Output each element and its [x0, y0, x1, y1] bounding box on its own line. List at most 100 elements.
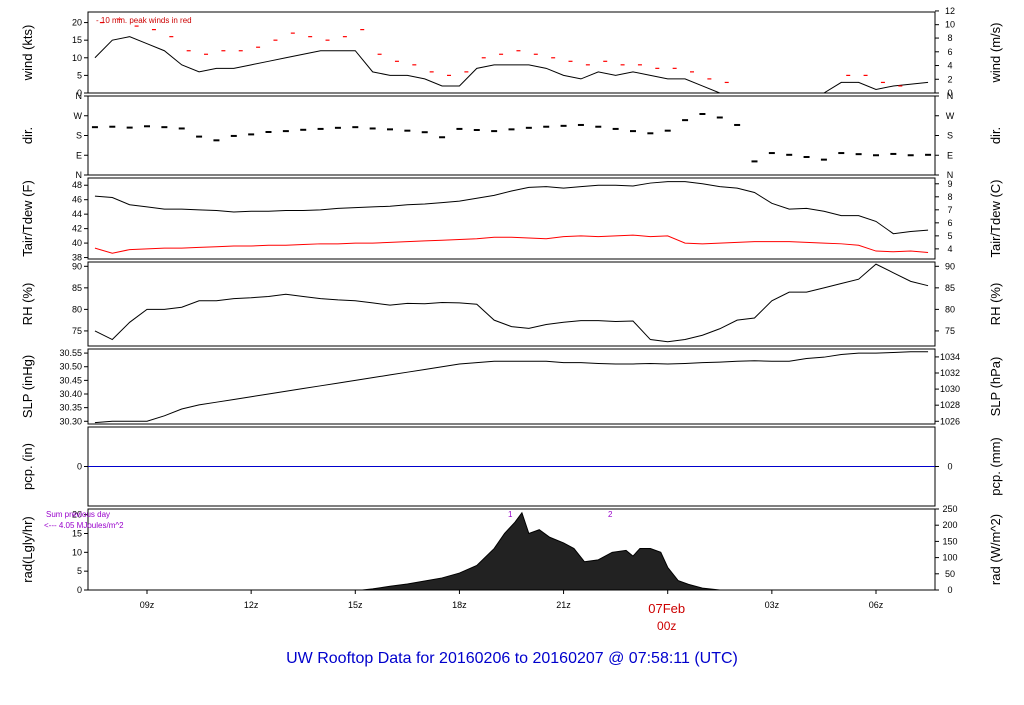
dir-right-tick-label: N	[947, 170, 954, 180]
temp-right-tick-label: 4	[947, 244, 952, 254]
wind-left-tick-label: 5	[77, 70, 82, 80]
wind-ylabel-left: wind (kts)	[20, 25, 35, 82]
x-tick-label: 18z	[452, 600, 467, 610]
rh-RH-line	[94, 263, 929, 343]
rh-right-tick-label: 80	[945, 304, 955, 314]
temp-left-tick-label: 38	[72, 253, 82, 263]
wind-right-tick-label: 8	[947, 33, 952, 43]
dir-left-tick-label: W	[74, 111, 83, 121]
slp-ylabel-right: SLP (hPa)	[988, 357, 1003, 417]
dir-left-tick-label: N	[76, 170, 83, 180]
x-tick-label: 03z	[765, 600, 780, 610]
temp-ylabel-right: Tair/Tdew (C)	[988, 179, 1003, 257]
rad-right-tick-label: 100	[942, 553, 957, 563]
wind-left-tick-label: 15	[72, 35, 82, 45]
dir-right-tick-label: S	[947, 131, 953, 141]
slp-right-tick-label: 1032	[940, 368, 960, 378]
pcp-right-tick-label: 0	[947, 462, 952, 472]
dir-panel-frame	[87, 95, 936, 176]
wind-right-tick-label: 6	[947, 47, 952, 57]
temp-left-tick-label: 46	[72, 195, 82, 205]
temp-right-tick-label: 5	[947, 231, 952, 241]
slp-panel-frame	[87, 348, 936, 425]
rad-left-tick-label: 20	[72, 510, 82, 520]
rad-plot-area	[362, 511, 720, 590]
rh-right-tick-label: 90	[945, 261, 955, 271]
dir-ylabel-right: dir.	[988, 127, 1003, 144]
temp-left-tick-label: 48	[72, 180, 82, 190]
slp-left-tick-label: 30.35	[59, 403, 82, 413]
rad-left-tick-label: 0	[77, 585, 82, 595]
pcp-ylabel-right: pcp. (mm)	[988, 437, 1003, 496]
dir-left-tick-label: E	[76, 150, 82, 160]
slp-left-tick-label: 30.50	[59, 362, 82, 372]
pcp-left-tick-label: 0	[77, 462, 82, 472]
dir-right-tick-label: N	[947, 91, 954, 101]
rh-right-tick-label: 75	[945, 326, 955, 336]
wind-right-tick-label: 10	[945, 20, 955, 30]
wind-right-tick-label: 2	[947, 74, 952, 84]
temp-Tdew-line	[94, 234, 929, 254]
rad-left-tick-label: 5	[77, 566, 82, 576]
dir-left-tick-label: N	[76, 91, 83, 101]
rad-area	[362, 511, 720, 590]
rad-marker-2: 2	[608, 510, 613, 519]
page-title: UW Rooftop Data for 20160206 to 20160207…	[286, 650, 738, 667]
temp-panel-frame	[87, 177, 936, 260]
temp-Tair-line	[94, 181, 929, 235]
rad-ylabel-left: rad(Lgly/hr)	[20, 516, 35, 582]
rad-right-tick-label: 50	[945, 569, 955, 579]
wind-annotation: - 10 min. peak winds in red	[96, 16, 192, 25]
rh-panel-frame	[87, 261, 936, 347]
x-date-label: 07Feb	[648, 601, 685, 616]
slp-right-tick-label: 1026	[940, 416, 960, 426]
rad-left-tick-label: 10	[72, 547, 82, 557]
x-tick-label: 15z	[348, 600, 363, 610]
pcp-ylabel-left: pcp. (in)	[20, 443, 35, 490]
wind-ylabel-right: wind (m/s)	[988, 23, 1003, 84]
slp-right-tick-label: 1034	[940, 352, 960, 362]
slp-left-tick-label: 30.55	[59, 348, 82, 358]
x-tick-label: 06z	[869, 600, 884, 610]
temp-left-tick-label: 44	[72, 209, 82, 219]
dir-plot-area	[91, 112, 932, 163]
slp-left-tick-label: 30.45	[59, 375, 82, 385]
x-tick-label: 21z	[556, 600, 571, 610]
temp-left-tick-label: 42	[72, 224, 82, 234]
rh-ylabel-left: RH (%)	[20, 283, 35, 326]
rad-marker-1: 1	[508, 510, 513, 519]
temp-plot-area	[94, 181, 929, 254]
x-tick-label: 09z	[140, 600, 155, 610]
wind-right-tick-label: 4	[947, 61, 952, 71]
rad-right-tick-label: 150	[942, 536, 957, 546]
slp-left-tick-label: 30.30	[59, 416, 82, 426]
rad-right-tick-label: 0	[947, 585, 952, 595]
rh-left-tick-label: 80	[72, 304, 82, 314]
rad-left-tick-label: 15	[72, 528, 82, 538]
dir-ylabel-left: dir.	[20, 127, 35, 144]
rad-right-tick-label: 250	[942, 504, 957, 514]
rad-annotation-value: <--- 4.05 MJoules/m^2	[44, 521, 124, 530]
wind-left-tick-label: 20	[72, 18, 82, 28]
rh-ylabel-right: RH (%)	[988, 283, 1003, 326]
temp-right-tick-label: 7	[947, 205, 952, 215]
wind-right-tick-label: 12	[945, 6, 955, 16]
rh-right-tick-label: 85	[945, 283, 955, 293]
slp-ylabel-left: SLP (inHg)	[20, 355, 35, 418]
dir-right-tick-label: E	[947, 150, 953, 160]
dir-left-tick-label: S	[76, 131, 82, 141]
temp-ylabel-left: Tair/Tdew (F)	[20, 180, 35, 257]
rh-left-tick-label: 85	[72, 283, 82, 293]
wind-left-tick-label: 0	[77, 88, 82, 98]
slp-left-tick-label: 30.40	[59, 389, 82, 399]
temp-left-tick-label: 40	[72, 238, 82, 248]
rh-left-tick-label: 90	[72, 261, 82, 271]
temp-right-tick-label: 6	[947, 218, 952, 228]
rad-right-tick-label: 200	[942, 520, 957, 530]
rh-plot-area	[94, 263, 929, 343]
slp-right-tick-label: 1030	[940, 384, 960, 394]
rh-left-tick-label: 75	[72, 326, 82, 336]
wind-left-tick-label: 10	[72, 53, 82, 63]
